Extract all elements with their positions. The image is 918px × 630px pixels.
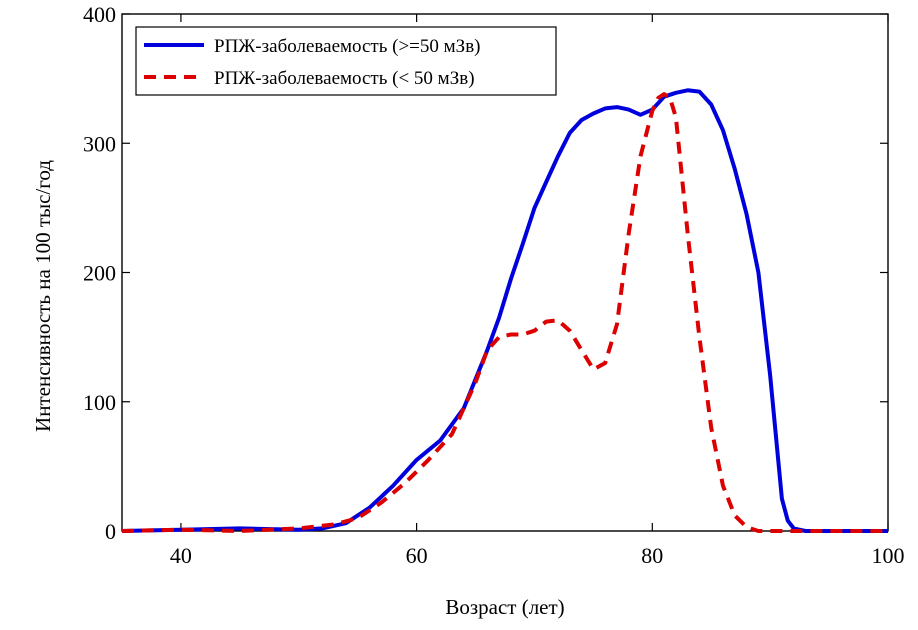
legend: РПЖ-заболеваемость (>=50 мЗв) РПЖ-заболев…: [135, 26, 557, 96]
y-tick-label: 0: [105, 519, 116, 544]
y-tick-label: 200: [83, 261, 116, 286]
x-tick-label: 40: [170, 543, 192, 568]
legend-label-2: РПЖ-заболеваемость (< 50 мЗв): [214, 68, 475, 89]
x-axis-label: Возраст (лет): [445, 595, 564, 619]
y-tick-label: 300: [83, 131, 116, 156]
series-layer: [121, 88, 888, 533]
y-axis-label: Интенсивность на 100 тыс/год: [31, 160, 55, 432]
y-tick-label: 400: [83, 2, 116, 27]
legend-label-1: РПЖ-заболеваемость (>=50 мЗв): [214, 36, 481, 57]
axes: 40 60 80 100 0 100 200 300 400: [83, 2, 905, 568]
x-tick-label: 100: [872, 543, 905, 568]
series-line-1: [121, 88, 888, 533]
x-tick-label: 60: [406, 543, 428, 568]
legend-box: [135, 26, 557, 96]
y-tick-label: 100: [83, 390, 116, 415]
x-tick-label: 80: [641, 543, 663, 568]
series-line-2: [121, 92, 888, 533]
